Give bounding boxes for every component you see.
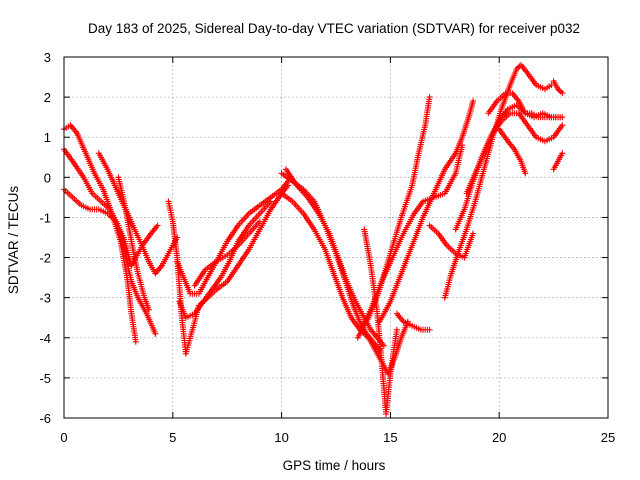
series-markers — [356, 142, 466, 333]
x-tick-label: 10 — [274, 430, 288, 445]
series-markers — [191, 218, 263, 289]
series-18 — [426, 222, 477, 261]
series-markers — [376, 98, 477, 325]
series-17 — [393, 310, 433, 333]
series-markers — [550, 78, 566, 97]
series-markers — [361, 226, 400, 417]
y-tick-label: 0 — [44, 170, 51, 185]
x-tick-label: 0 — [60, 430, 67, 445]
series-markers — [278, 190, 411, 377]
data-points — [61, 62, 566, 417]
series-16 — [376, 98, 477, 325]
y-tick-label: -2 — [39, 251, 51, 266]
series-11 — [278, 190, 411, 377]
series-6 — [165, 182, 292, 357]
series-13 — [361, 226, 400, 417]
y-tick-label: -6 — [39, 411, 51, 426]
axis-ticks: 0 5 10 15 20 25 -6 -5 -4 -3 -2 -1 0 1 2 3 — [39, 50, 615, 445]
series-24 — [550, 78, 566, 97]
y-tick-label: -5 — [39, 371, 51, 386]
series-markers — [393, 310, 433, 333]
x-tick-label: 15 — [383, 430, 397, 445]
series-12 — [282, 166, 387, 349]
series-7 — [174, 178, 292, 297]
series-markers — [282, 166, 387, 349]
series-markers — [174, 178, 292, 297]
series-markers — [485, 90, 566, 121]
y-tick-label: -1 — [39, 210, 51, 225]
x-tick-label: 5 — [169, 430, 176, 445]
series-25 — [550, 150, 566, 173]
x-tick-label: 20 — [492, 430, 506, 445]
series-markers — [165, 182, 292, 357]
plot-frame — [63, 56, 609, 419]
y-tick-label: -4 — [39, 331, 51, 346]
series-9 — [191, 218, 263, 289]
series-markers — [176, 198, 274, 321]
series-markers — [426, 222, 477, 261]
y-tick-label: -3 — [39, 291, 51, 306]
x-tick-label: 25 — [601, 430, 615, 445]
y-tick-label: 3 — [44, 50, 51, 65]
y-tick-label: 1 — [44, 130, 51, 145]
x-axis-label: GPS time / hours — [283, 458, 386, 473]
series-markers — [115, 174, 152, 313]
series-21 — [463, 110, 566, 197]
series-markers — [496, 126, 529, 177]
series-22 — [485, 90, 566, 121]
series-markers — [550, 150, 566, 173]
y-axis-label: SDTVAR / TECUs — [6, 186, 21, 295]
series-23 — [496, 126, 529, 177]
series-15 — [356, 142, 466, 333]
series-8 — [176, 198, 274, 321]
series-markers — [463, 110, 566, 197]
y-tick-label: 2 — [44, 90, 51, 105]
series-5 — [115, 174, 152, 313]
chart-title: Day 183 of 2025, Sidereal Day-to-day VTE… — [88, 21, 580, 36]
